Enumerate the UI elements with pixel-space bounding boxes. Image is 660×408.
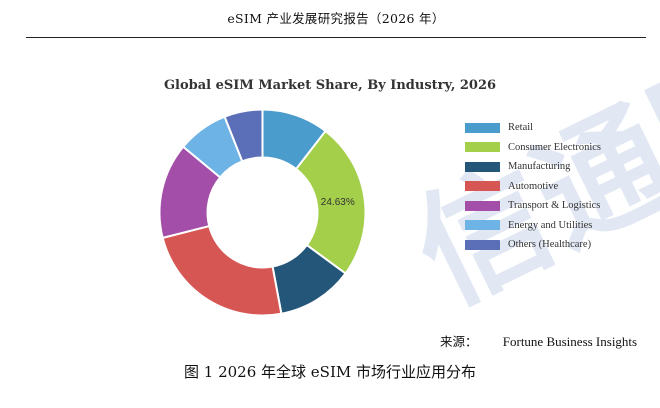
report-title: eSIM 产业发展研究报告（2026 年） bbox=[227, 11, 445, 26]
donut-chart: 24.63% bbox=[158, 108, 367, 317]
legend-item-consumer-electronics: Consumer Electronics bbox=[465, 138, 601, 158]
chart-legend: Retail Consumer Electronics Manufacturing A… bbox=[465, 118, 601, 255]
legend-label: Retail bbox=[508, 122, 534, 134]
legend-item-transport-logistics: Transport & Logistics bbox=[465, 196, 601, 216]
legend-label: Transport & Logistics bbox=[508, 200, 601, 212]
figure-caption: 图 1 2026 年全球 eSIM 市场行业应用分布 bbox=[184, 363, 476, 381]
legend-label: Consumer Electronics bbox=[508, 141, 602, 153]
legend-label: Others (Healthcare) bbox=[508, 239, 592, 251]
donut-slice-consumer-electronics bbox=[294, 129, 367, 275]
legend-swatch bbox=[465, 220, 500, 231]
source-label: 来源： bbox=[440, 334, 478, 349]
source-value: Fortune Business Insights bbox=[502, 334, 638, 349]
legend-label: Automotive bbox=[508, 180, 559, 192]
chart-title: Global eSIM Market Share, By Industry, 2… bbox=[163, 78, 497, 93]
donut-slice-others-healthcare bbox=[223, 108, 264, 163]
data-label-consumer-electronics: 24.63% bbox=[321, 197, 355, 208]
legend-label: Energy and Utilities bbox=[508, 219, 593, 231]
report-header: eSIM 产业发展研究报告（2026 年） bbox=[26, 0, 646, 38]
legend-item-automotive: Automotive bbox=[465, 177, 601, 197]
legend-item-manufacturing: Manufacturing bbox=[465, 157, 601, 177]
donut-slice-automotive bbox=[161, 224, 283, 317]
legend-item-energy-and-utilities: Energy and Utilities bbox=[465, 216, 601, 236]
source-note: 来源： Fortune Business Insights bbox=[440, 331, 637, 350]
legend-swatch bbox=[465, 200, 500, 211]
legend-item-retail: Retail bbox=[465, 118, 601, 138]
legend-swatch bbox=[465, 122, 500, 133]
legend-swatch bbox=[465, 239, 500, 250]
legend-label: Manufacturing bbox=[508, 161, 571, 173]
legend-swatch bbox=[465, 142, 500, 153]
legend-swatch bbox=[465, 161, 500, 172]
legend-swatch bbox=[465, 181, 500, 192]
legend-item-others-healthcare: Others (Healthcare) bbox=[465, 235, 601, 255]
